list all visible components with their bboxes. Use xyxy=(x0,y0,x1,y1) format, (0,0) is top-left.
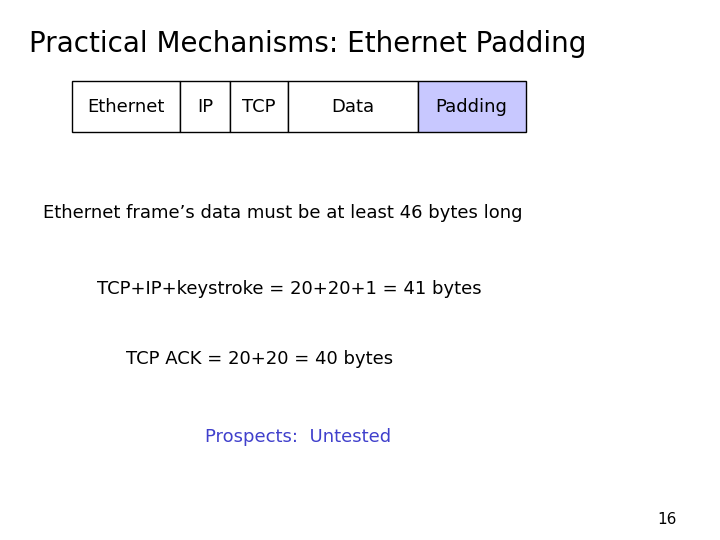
Text: TCP: TCP xyxy=(243,98,276,116)
FancyBboxPatch shape xyxy=(418,81,526,132)
Text: IP: IP xyxy=(197,98,213,116)
FancyBboxPatch shape xyxy=(288,81,418,132)
Text: TCP+IP+keystroke = 20+20+1 = 41 bytes: TCP+IP+keystroke = 20+20+1 = 41 bytes xyxy=(97,280,482,298)
Text: 16: 16 xyxy=(657,511,677,526)
FancyBboxPatch shape xyxy=(180,81,230,132)
Text: Ethernet: Ethernet xyxy=(87,98,165,116)
FancyBboxPatch shape xyxy=(72,81,180,132)
Text: Ethernet frame’s data must be at least 46 bytes long: Ethernet frame’s data must be at least 4… xyxy=(43,204,523,222)
Text: Padding: Padding xyxy=(436,98,508,116)
Text: Prospects:  Untested: Prospects: Untested xyxy=(205,428,392,447)
Text: Practical Mechanisms: Ethernet Padding: Practical Mechanisms: Ethernet Padding xyxy=(29,30,586,58)
FancyBboxPatch shape xyxy=(230,81,288,132)
Text: Data: Data xyxy=(331,98,374,116)
Text: TCP ACK = 20+20 = 40 bytes: TCP ACK = 20+20 = 40 bytes xyxy=(126,350,393,368)
